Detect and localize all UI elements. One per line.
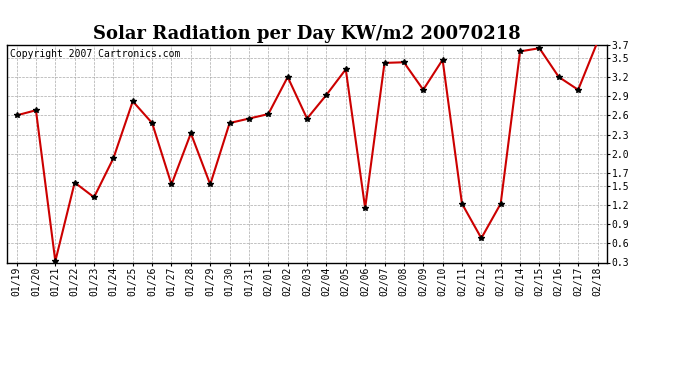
Title: Solar Radiation per Day KW/m2 20070218: Solar Radiation per Day KW/m2 20070218 [93, 26, 521, 44]
Text: Copyright 2007 Cartronics.com: Copyright 2007 Cartronics.com [10, 50, 180, 59]
